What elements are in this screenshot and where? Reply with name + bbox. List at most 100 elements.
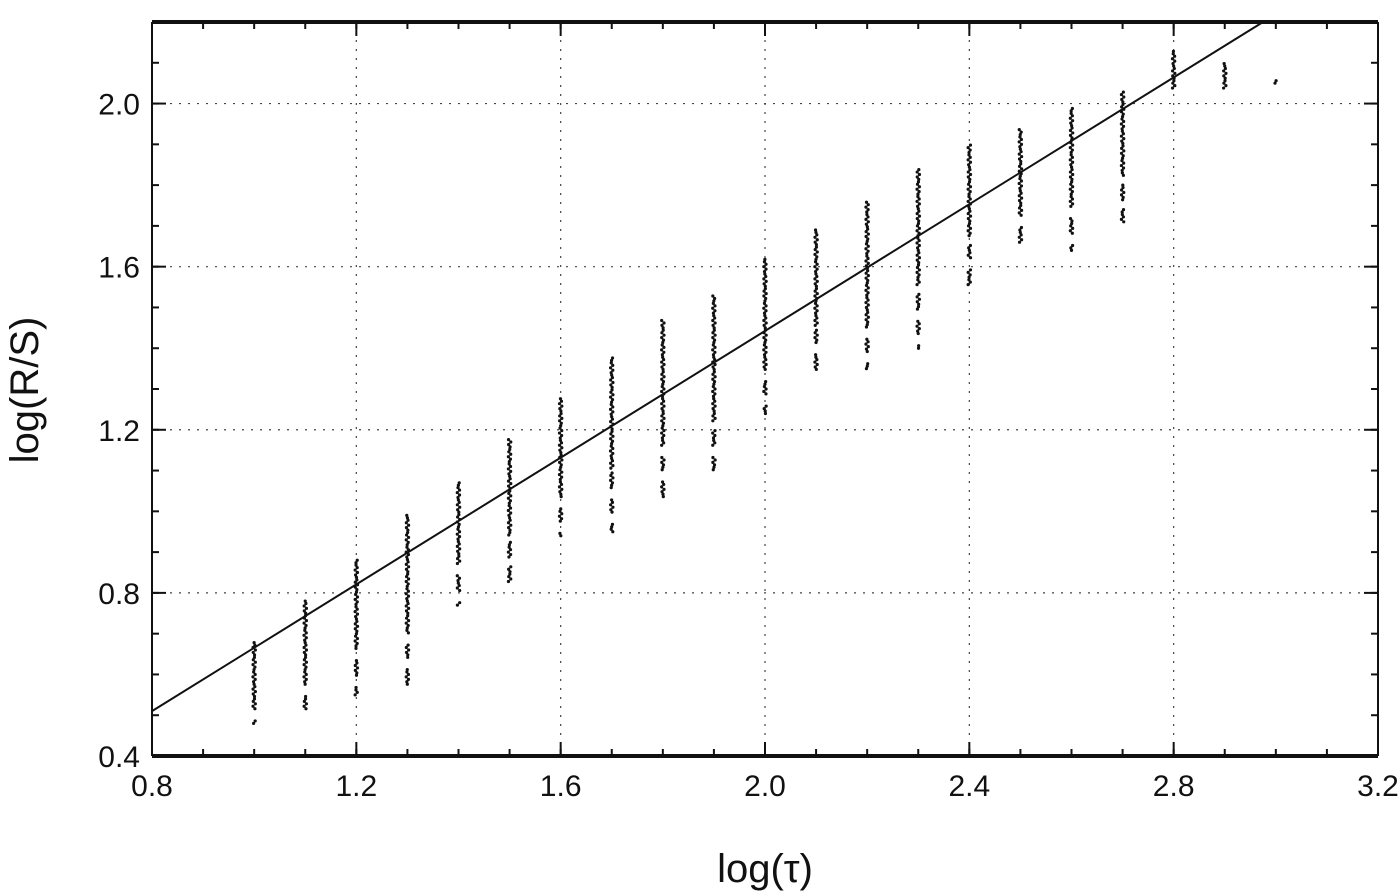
data-point [1121,100,1125,104]
data-point [302,699,306,703]
data-point [660,406,664,411]
data-point [968,268,973,272]
data-point [508,570,512,574]
data-point [1071,143,1075,147]
data-point [406,572,410,576]
data-point [916,305,921,309]
data-point [508,518,512,522]
data-point [711,384,715,389]
data-point [711,402,715,406]
data-point [610,429,614,434]
data-point [763,340,767,345]
data-point [253,660,257,664]
data-point [915,204,920,208]
data-point [557,402,562,406]
y-tick-labels: 0.4 0.8 1.2 1.6 2.0 [98,89,140,774]
data-point [866,291,870,295]
data-point [712,340,716,345]
data-point [507,459,511,464]
data-point [354,688,358,692]
data-point [405,513,409,518]
data-point [1019,159,1023,164]
data-point [762,336,766,340]
data-point [253,689,257,694]
data-point [457,576,462,580]
data-point [354,646,358,650]
data-point [406,528,410,532]
data-point [353,627,357,631]
data-point [813,282,817,286]
data-point [915,258,919,262]
data-point [609,371,613,375]
data-point [303,680,307,684]
data-point [662,321,666,325]
data-point [711,377,715,381]
data-point [815,338,819,342]
data-point [559,441,564,445]
data-point [764,309,768,313]
data-point [507,526,511,530]
data-point [507,533,511,537]
data-point [405,555,409,559]
data-point [1070,168,1074,172]
data-point [660,414,664,418]
data-point [662,428,666,433]
data-point [251,692,255,696]
data-point [660,438,665,442]
data-point [611,451,615,456]
data-point [508,572,512,576]
data-point [711,343,715,347]
data-point [917,168,921,172]
data-point [1222,86,1226,90]
data-point [1121,195,1125,199]
data-point [661,370,665,374]
data-point [1121,207,1126,212]
x-tick-label: 1.6 [540,770,582,803]
data-point [1122,220,1126,224]
data-point [509,469,513,473]
data-point [304,643,308,647]
data-point [1071,160,1075,164]
data-point [458,588,462,593]
data-point [712,438,716,442]
data-point [558,438,563,442]
data-point [813,306,817,310]
data-point [456,539,460,544]
data-point [712,397,716,401]
data-point [917,243,921,248]
data-point [406,653,410,657]
data-point [1069,153,1073,157]
data-point [457,542,461,546]
data-point [506,479,511,483]
fit-line [151,21,1264,712]
data-point [456,525,461,529]
data-point [1121,166,1126,170]
data-point [713,296,717,301]
data-point [354,605,358,609]
data-point [712,463,717,467]
data-point [917,209,921,213]
data-point [864,234,868,239]
data-point [1017,128,1021,132]
data-point [864,300,868,305]
data-point [355,612,360,616]
data-point [558,448,562,452]
data-point [713,358,717,362]
data-point [915,246,920,250]
data-point [764,345,768,350]
data-point [609,395,613,399]
data-point [916,329,920,333]
data-point [558,414,562,418]
data-point [404,675,408,679]
data-point [1121,154,1125,158]
data-point [813,289,817,293]
data-point [353,597,357,602]
data-point [662,333,666,337]
data-point [1068,216,1073,221]
data-point [966,175,970,179]
data-point [609,473,613,478]
data-point [1018,230,1022,235]
data-point [1173,54,1177,58]
data-point [405,587,409,591]
data-point [915,283,919,287]
